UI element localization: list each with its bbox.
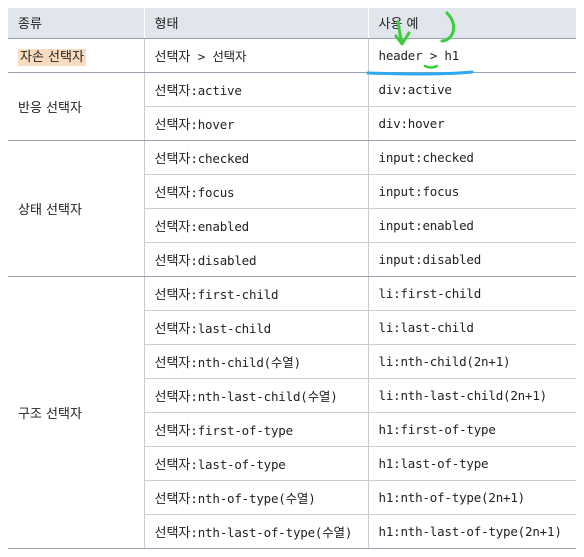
form-cell: 선택자:active	[143, 72, 368, 107]
table-row: 구조 선택자 선택자:first-child li:first-child	[8, 276, 576, 549]
table-row: 선택자:nth-last-of-type(수열) h1:nth-last-of-t…	[8, 514, 576, 549]
form-syntax: :first-of-type	[190, 422, 293, 438]
form-syntax: :hover	[190, 116, 235, 132]
form-prefix: 선택자	[154, 355, 191, 371]
form-cell: 선택자:enabled	[144, 208, 368, 243]
form-cell: 선택자:nth-last-of-type(수열)	[144, 514, 368, 549]
form-cell: 선택자:first-of-type	[144, 412, 368, 447]
form-cell: 선택자:nth-child(수열)	[144, 344, 368, 379]
header-form: 형태	[143, 8, 368, 39]
form-prefix: 선택자	[154, 525, 191, 541]
form-cell: 선택자 > 선택자	[143, 38, 368, 73]
category-cell: 반응 선택자	[8, 72, 145, 141]
form-syntax: :nth-last-of-type(수열)	[190, 524, 353, 540]
form-cell: 선택자:last-of-type	[144, 446, 368, 481]
form-syntax: :first-child	[190, 286, 279, 302]
example-cell: input:disabled	[367, 242, 576, 277]
table-row: 선택자:hover div:hover	[8, 106, 576, 141]
form-cell: 선택자:nth-of-type(수열)	[144, 480, 368, 515]
example-cell: header > h1	[367, 38, 576, 73]
example-cell: div:active	[367, 72, 576, 107]
form-syntax: :nth-of-type(수열)	[190, 490, 316, 506]
form-prefix: 선택자	[154, 83, 191, 99]
form-syntax: :checked	[190, 150, 249, 166]
table-row: 선택자:last-child li:last-child	[8, 310, 576, 345]
form-prefix: 선택자	[154, 49, 191, 65]
example-cell: div:hover	[367, 106, 576, 141]
form-prefix: 선택자	[154, 389, 191, 405]
form-syntax: :enabled	[190, 218, 249, 234]
form-prefix: 선택자	[154, 185, 191, 201]
form-cell: 선택자:focus	[144, 174, 368, 209]
table-row: 선택자:nth-last-child(수열) li:nth-last-child(…	[8, 378, 576, 413]
form-prefix: 선택자	[154, 321, 191, 337]
example-cell: h1:first-of-type	[367, 412, 576, 447]
form-prefix: 선택자	[154, 219, 191, 235]
form-prefix: 선택자	[154, 491, 191, 507]
form-syntax: :focus	[190, 184, 235, 200]
form-prefix: 선택자	[154, 457, 191, 473]
category-cell: 자손 선택자	[8, 38, 145, 73]
form-prefix: 선택자	[154, 151, 191, 167]
table-row: 자손 선택자 선택자 > 선택자 header > h1	[8, 38, 576, 73]
form-prefix: 선택자	[154, 423, 191, 439]
table-header-row: 종류 형태 사용 예	[8, 8, 576, 39]
example-cell: h1:nth-last-of-type(2n+1)	[367, 514, 576, 549]
table-row: 반응 선택자 선택자:active div:active	[8, 72, 576, 141]
table-row: 선택자:disabled input:disabled	[8, 242, 576, 277]
header-example: 사용 예	[367, 8, 576, 39]
table-body: 자손 선택자 선택자 > 선택자 header > h1 반응 선택자 선택자:acti…	[8, 38, 576, 549]
form-cell: 선택자:nth-last-child(수열)	[144, 378, 368, 413]
selector-table: 종류 형태 사용 예 자손 선택자 선택자 > 선택자 header > h1 반응 …	[8, 8, 576, 549]
category-label: 자손 선택자	[18, 48, 86, 66]
form-cell: 선택자:hover	[144, 106, 368, 141]
form-syntax: :nth-last-child(수열)	[190, 388, 338, 404]
form-syntax: :last-child	[190, 320, 271, 336]
example-cell: li:nth-last-child(2n+1)	[367, 378, 576, 413]
table-row: 선택자:focus input:focus	[8, 174, 576, 209]
form-cell: 선택자:first-child	[143, 276, 368, 311]
form-cell: 선택자:checked	[143, 140, 368, 175]
table-row: 선택자:nth-of-type(수열) h1:nth-of-type(2n+1)	[8, 480, 576, 515]
category-label: 구조 선택자	[18, 406, 82, 422]
form-prefix: 선택자	[154, 253, 191, 269]
form-cell: 선택자:disabled	[144, 242, 368, 277]
form-syntax: :last-of-type	[190, 456, 286, 472]
example-cell: input:focus	[367, 174, 576, 209]
form-syntax: > 선택자	[190, 48, 247, 64]
category-label: 반응 선택자	[18, 100, 82, 116]
header-category: 종류	[8, 8, 144, 39]
form-prefix: 선택자	[154, 287, 191, 303]
table-row: 선택자:enabled input:enabled	[8, 208, 576, 243]
example-cell: li:nth-child(2n+1)	[367, 344, 576, 379]
example-cell: input:enabled	[367, 208, 576, 243]
category-cell: 상태 선택자	[8, 140, 145, 277]
table-row: 선택자:first-of-type h1:first-of-type	[8, 412, 576, 447]
table-row: 선택자:nth-child(수열) li:nth-child(2n+1)	[8, 344, 576, 379]
form-prefix: 선택자	[154, 117, 191, 133]
form-cell: 선택자:last-child	[144, 310, 368, 345]
table-row: 상태 선택자 선택자:checked input:checked	[8, 140, 576, 277]
category-label: 상태 선택자	[18, 202, 82, 218]
table-row: 선택자:last-of-type h1:last-of-type	[8, 446, 576, 481]
example-cell: li:first-child	[367, 276, 576, 311]
form-syntax: :disabled	[190, 252, 257, 268]
category-cell: 구조 선택자	[8, 276, 145, 549]
example-cell: input:checked	[367, 140, 576, 175]
example-cell: li:last-child	[367, 310, 576, 345]
example-cell: h1:nth-of-type(2n+1)	[367, 480, 576, 515]
form-syntax: :nth-child(수열)	[190, 354, 301, 370]
form-syntax: :active	[190, 82, 242, 98]
example-cell: h1:last-of-type	[367, 446, 576, 481]
